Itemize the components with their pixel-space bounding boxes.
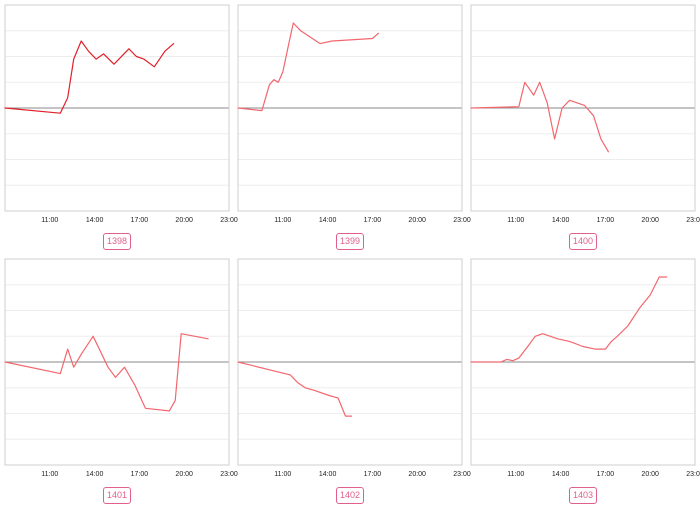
chart-panel: 11:00 14:00 17:00 20:00 23:00 1398 [4, 4, 238, 257]
series-line [4, 40, 175, 114]
panel-badge[interactable]: 1401 [103, 487, 132, 504]
panel-badge[interactable]: 1399 [336, 233, 365, 250]
chart-svg: 11:00 14:00 17:00 20:00 23:00 [4, 258, 238, 478]
x-tick-label: 23:00 [453, 471, 471, 478]
x-tick-label: 20:00 [175, 471, 193, 478]
x-tick-label: 11:00 [274, 471, 291, 478]
x-tick-label: 23:00 [220, 471, 238, 478]
x-tick-label: 17:00 [364, 217, 382, 224]
x-tick-label: 23:00 [686, 471, 700, 478]
panel-badge[interactable]: 1402 [336, 487, 365, 504]
x-tick-label: 23:00 [220, 217, 238, 224]
x-tick-label: 20:00 [408, 217, 426, 224]
x-tick-label: 17:00 [131, 471, 149, 478]
chart-svg: 11:00 14:00 17:00 20:00 23:00 [4, 4, 238, 224]
panel-badge[interactable]: 1400 [569, 233, 598, 250]
x-tick-label: 17:00 [131, 217, 149, 224]
x-tick-label: 14:00 [86, 471, 104, 478]
x-tick-label: 14:00 [552, 471, 570, 478]
x-tick-label: 14:00 [319, 217, 337, 224]
x-tick-label: 20:00 [641, 471, 659, 478]
chart-panel: 11:00 14:00 17:00 20:00 23:00 1403 [470, 258, 700, 511]
series-line [470, 276, 668, 363]
x-tick-label: 11:00 [274, 217, 291, 224]
x-tick-label: 14:00 [552, 217, 570, 224]
x-tick-label: 17:00 [597, 217, 615, 224]
chart-svg: 11:00 14:00 17:00 20:00 23:00 [470, 4, 700, 224]
x-tick-label: 11:00 [507, 217, 524, 224]
chart-panel: 11:00 14:00 17:00 20:00 23:00 1402 [237, 258, 471, 511]
x-tick-label: 23:00 [686, 217, 700, 224]
x-tick-label: 20:00 [175, 217, 193, 224]
chart-panel: 11:00 14:00 17:00 20:00 23:00 1400 [470, 4, 700, 257]
panel-badge[interactable]: 1398 [103, 233, 132, 250]
chart-svg: 11:00 14:00 17:00 20:00 23:00 [237, 4, 471, 224]
x-tick-label: 11:00 [507, 471, 524, 478]
chart-panel: 11:00 14:00 17:00 20:00 23:00 1399 [237, 4, 471, 257]
x-tick-label: 14:00 [86, 217, 104, 224]
x-tick-label: 11:00 [41, 217, 58, 224]
x-tick-label: 23:00 [453, 217, 471, 224]
x-tick-label: 17:00 [364, 471, 382, 478]
series-line [237, 22, 379, 112]
x-tick-label: 20:00 [408, 471, 426, 478]
panel-badge[interactable]: 1403 [569, 487, 598, 504]
x-tick-label: 14:00 [319, 471, 337, 478]
x-tick-label: 11:00 [41, 471, 58, 478]
chart-panel: 11:00 14:00 17:00 20:00 23:00 1401 [4, 258, 238, 511]
x-tick-label: 20:00 [641, 217, 659, 224]
series-line [237, 361, 353, 417]
chart-svg: 11:00 14:00 17:00 20:00 23:00 [470, 258, 700, 478]
chart-svg: 11:00 14:00 17:00 20:00 23:00 [237, 258, 471, 478]
series-line [4, 333, 209, 412]
x-tick-label: 17:00 [597, 471, 615, 478]
series-line [470, 81, 609, 153]
